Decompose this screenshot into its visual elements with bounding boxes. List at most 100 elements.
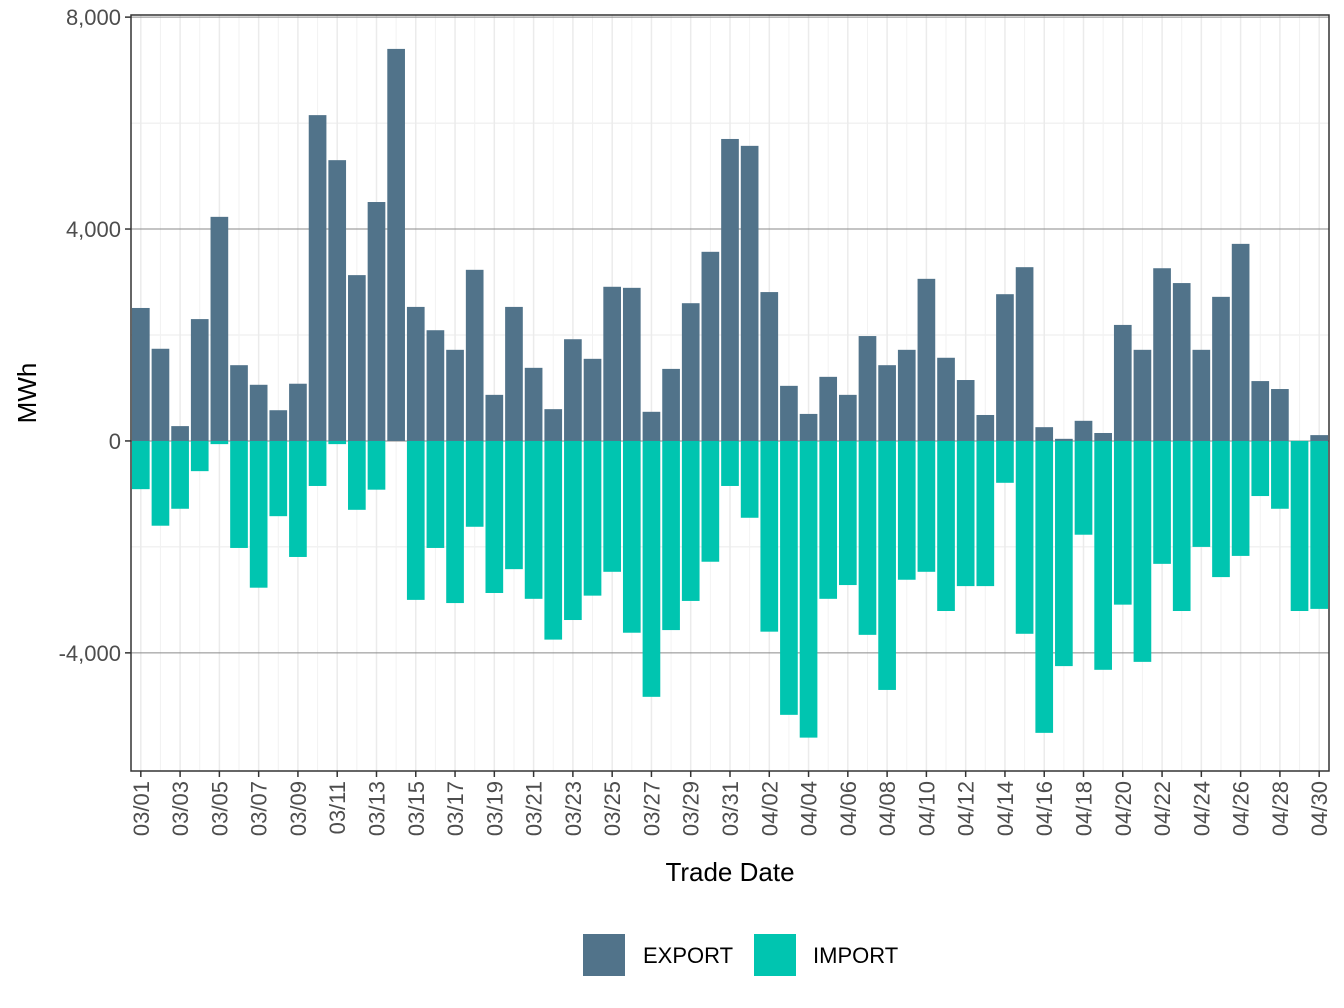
- bar: [249, 384, 268, 441]
- legend-swatch: [583, 934, 625, 976]
- bar: [996, 294, 1014, 441]
- bar: [1310, 435, 1329, 441]
- bar: [465, 440, 484, 527]
- bar: [956, 380, 975, 441]
- bar: [230, 365, 248, 441]
- bar: [1094, 440, 1112, 670]
- x-tick-label: 04/08: [875, 781, 900, 836]
- y-tick-label: 0: [109, 429, 121, 454]
- bar: [1251, 440, 1270, 497]
- bar: [1172, 283, 1191, 441]
- bar: [426, 330, 445, 441]
- bar: [564, 440, 582, 621]
- bar: [544, 440, 563, 640]
- x-tick-label: 04/10: [914, 781, 939, 836]
- bar: [1113, 440, 1132, 605]
- bar: [878, 440, 896, 690]
- bar: [917, 278, 936, 441]
- bar: [858, 336, 877, 441]
- x-tick-label: 03/23: [561, 781, 586, 836]
- legend-swatch: [754, 934, 796, 976]
- bar: [1192, 349, 1211, 441]
- y-tick-label: -4,000: [59, 641, 121, 666]
- bar: [269, 410, 288, 441]
- bar: [819, 376, 838, 441]
- bar: [1310, 440, 1329, 609]
- bar: [446, 349, 464, 441]
- bar: [131, 440, 150, 490]
- bar: [1113, 324, 1132, 441]
- bar: [1271, 440, 1289, 509]
- bar: [662, 440, 680, 631]
- bar: [1035, 440, 1054, 733]
- bar: [642, 440, 661, 697]
- bar: [1094, 432, 1112, 441]
- bar: [367, 440, 386, 490]
- bar: [740, 145, 759, 441]
- bar: [328, 160, 347, 441]
- bar: [681, 303, 700, 441]
- bar: [937, 357, 955, 441]
- bar: [1153, 440, 1171, 564]
- bar: [937, 440, 955, 612]
- x-tick-label: 03/05: [207, 781, 232, 836]
- bar: [799, 440, 818, 738]
- bar: [1231, 243, 1250, 441]
- bar: [760, 440, 779, 632]
- bar: [190, 319, 209, 441]
- bar: [249, 440, 268, 588]
- bar: [780, 385, 798, 441]
- x-tick-label: 03/13: [364, 781, 389, 836]
- bar: [210, 216, 229, 441]
- bar: [1074, 420, 1093, 441]
- bar: [622, 287, 641, 441]
- bar: [721, 440, 739, 486]
- bar: [1015, 440, 1034, 634]
- x-tick-label: 04/20: [1111, 781, 1136, 836]
- x-tick-label: 03/25: [600, 781, 625, 836]
- x-tick-label: 03/07: [247, 781, 272, 836]
- y-axis-title: MWh: [12, 363, 42, 424]
- bar: [1015, 267, 1034, 441]
- bar: [799, 413, 818, 441]
- bar: [956, 440, 975, 587]
- x-tick-label: 04/06: [836, 781, 861, 836]
- bar: [642, 411, 661, 441]
- x-tick-label: 03/27: [639, 781, 664, 836]
- bar: [230, 440, 248, 548]
- bar: [1271, 389, 1289, 441]
- bar: [583, 358, 602, 441]
- bar: [544, 409, 563, 441]
- bar: [740, 440, 759, 518]
- bar: [1133, 440, 1152, 662]
- x-axis-title: Trade Date: [665, 857, 794, 887]
- x-tick-label: 04/28: [1268, 781, 1293, 836]
- bar: [505, 440, 523, 570]
- bar: [701, 251, 720, 441]
- bar: [485, 394, 504, 441]
- bar: [210, 440, 229, 445]
- bar: [524, 440, 543, 599]
- bar: [465, 269, 484, 441]
- bar: [1035, 427, 1054, 441]
- bar: [289, 383, 307, 441]
- x-tick-label: 03/31: [718, 781, 743, 836]
- bar: [976, 440, 995, 587]
- bar: [269, 440, 288, 517]
- bar: [505, 306, 523, 441]
- bar: [838, 394, 857, 441]
- x-tick-label: 03/21: [522, 781, 547, 836]
- bar: [1133, 349, 1152, 441]
- bar: [780, 440, 798, 715]
- x-tick-label: 03/15: [404, 781, 429, 836]
- bar: [1074, 440, 1093, 535]
- bar: [367, 202, 386, 441]
- y-tick-label: 4,000: [66, 217, 121, 242]
- x-tick-label: 04/22: [1150, 781, 1175, 836]
- legend-label: IMPORT: [813, 943, 898, 968]
- bar: [190, 440, 209, 472]
- x-tick-label: 04/24: [1189, 781, 1214, 836]
- bar: [1251, 381, 1270, 441]
- legend-label: EXPORT: [643, 943, 733, 968]
- x-tick-label: 03/01: [129, 781, 154, 836]
